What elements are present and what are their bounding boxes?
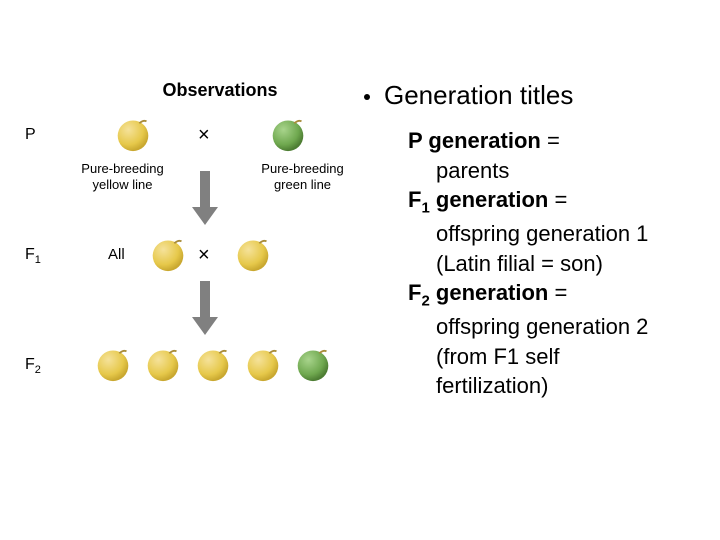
all-label: All bbox=[108, 246, 125, 263]
diagram-panel: Observations P × Pure-breeding yellow li… bbox=[0, 80, 360, 540]
pea-yellow bbox=[145, 346, 181, 382]
caption-text: green line bbox=[274, 177, 331, 192]
pea-green bbox=[270, 116, 306, 152]
pea-green bbox=[295, 346, 331, 382]
eq: = bbox=[548, 187, 567, 212]
cross-symbol: × bbox=[198, 124, 210, 147]
caption-green-line: Pure-breeding green line bbox=[255, 161, 350, 192]
arrow-down-icon bbox=[190, 281, 220, 336]
pea-yellow bbox=[235, 236, 271, 272]
arrow-down-icon bbox=[190, 171, 220, 226]
row-label-f1: F1 bbox=[25, 246, 41, 266]
definition-p: P generation = parents bbox=[408, 126, 705, 185]
term: F2 generation bbox=[408, 280, 548, 305]
term: F1 generation bbox=[408, 187, 548, 212]
definitions-list: P generation = parents F1 generation = o… bbox=[360, 126, 705, 401]
breeding-diagram: P × Pure-breeding yellow line Pure-breed… bbox=[20, 116, 360, 456]
caption-text: yellow line bbox=[93, 177, 153, 192]
def-body: offspring generation 2 (from F1 self fer… bbox=[408, 312, 705, 401]
caption-yellow-line: Pure-breeding yellow line bbox=[75, 161, 170, 192]
bullet-title-text: Generation titles bbox=[384, 80, 573, 110]
def-body: offspring generation 1 (Latin filial = s… bbox=[408, 219, 705, 278]
row-label-p: P bbox=[25, 126, 36, 144]
pea-yellow bbox=[150, 236, 186, 272]
definition-f1: F1 generation = offspring generation 1 (… bbox=[408, 185, 705, 278]
caption-text: Pure-breeding bbox=[81, 161, 163, 176]
pea-yellow bbox=[115, 116, 151, 152]
term: P generation bbox=[408, 128, 541, 153]
text-panel: Generation titles P generation = parents… bbox=[360, 80, 720, 540]
def-line: parents bbox=[436, 158, 509, 183]
eq: = bbox=[548, 280, 567, 305]
cross-symbol: × bbox=[198, 244, 210, 267]
pea-yellow bbox=[195, 346, 231, 382]
caption-text: Pure-breeding bbox=[261, 161, 343, 176]
def-line: offspring generation 1 bbox=[436, 221, 648, 246]
eq: = bbox=[541, 128, 560, 153]
bullet-icon bbox=[364, 94, 370, 100]
observations-title: Observations bbox=[80, 80, 360, 101]
def-line: fertilization) bbox=[436, 373, 548, 398]
definition-f2: F2 generation = offspring generation 2 (… bbox=[408, 278, 705, 401]
def-line: (Latin filial = son) bbox=[436, 251, 603, 276]
row-label-f2: F2 bbox=[25, 356, 41, 376]
pea-yellow bbox=[95, 346, 131, 382]
bullet-generation-titles: Generation titles bbox=[360, 80, 705, 111]
def-line: offspring generation 2 bbox=[436, 314, 648, 339]
def-line: (from F1 self bbox=[436, 344, 559, 369]
def-body: parents bbox=[408, 156, 705, 186]
pea-yellow bbox=[245, 346, 281, 382]
